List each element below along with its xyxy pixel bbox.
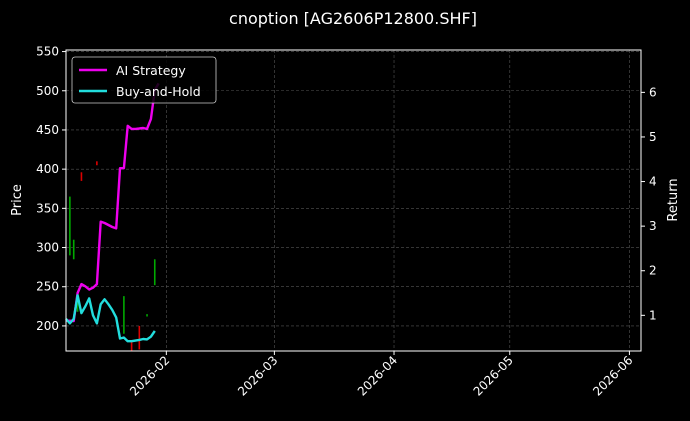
y2-tick-label: 3 xyxy=(649,219,657,233)
y-axis-right: 1 2 3 4 5 6 xyxy=(641,85,657,322)
y2-tick-label: 4 xyxy=(649,175,657,189)
series-line-buy-and-hold xyxy=(65,294,156,343)
grid xyxy=(66,50,641,351)
y-tick-label: 200 xyxy=(36,319,59,333)
y-tick-label: 550 xyxy=(36,45,59,59)
y2-axis-label: Return xyxy=(666,178,681,221)
series-lines xyxy=(65,82,160,343)
y-tick-label: 250 xyxy=(36,280,59,294)
y2-tick-label: 1 xyxy=(649,308,657,322)
y-tick-label: 500 xyxy=(36,84,59,98)
y2-tick-label: 2 xyxy=(649,264,657,278)
y2-tick-label: 6 xyxy=(649,85,657,99)
legend-box xyxy=(71,56,217,104)
legend-label: AI Strategy xyxy=(116,63,186,78)
legend: AI Strategy Buy-and-Hold xyxy=(71,56,217,104)
legend-label: Buy-and-Hold xyxy=(116,84,201,99)
y-tick-label: 300 xyxy=(36,241,59,255)
y2-tick-label: 5 xyxy=(649,130,657,144)
plot-frame xyxy=(65,49,642,352)
y-axis-left: 200 250 300 350 400 450 500 550 xyxy=(36,45,66,333)
series-line-ai-strategy xyxy=(66,82,160,323)
candles xyxy=(69,161,156,351)
chart-title: cnoption [AG2606P12800.SHF] xyxy=(229,9,477,28)
y-tick-label: 450 xyxy=(36,123,59,137)
y-tick-label: 400 xyxy=(36,162,59,176)
y-axis-label: Price xyxy=(10,184,25,216)
y-tick-label: 350 xyxy=(36,201,59,215)
